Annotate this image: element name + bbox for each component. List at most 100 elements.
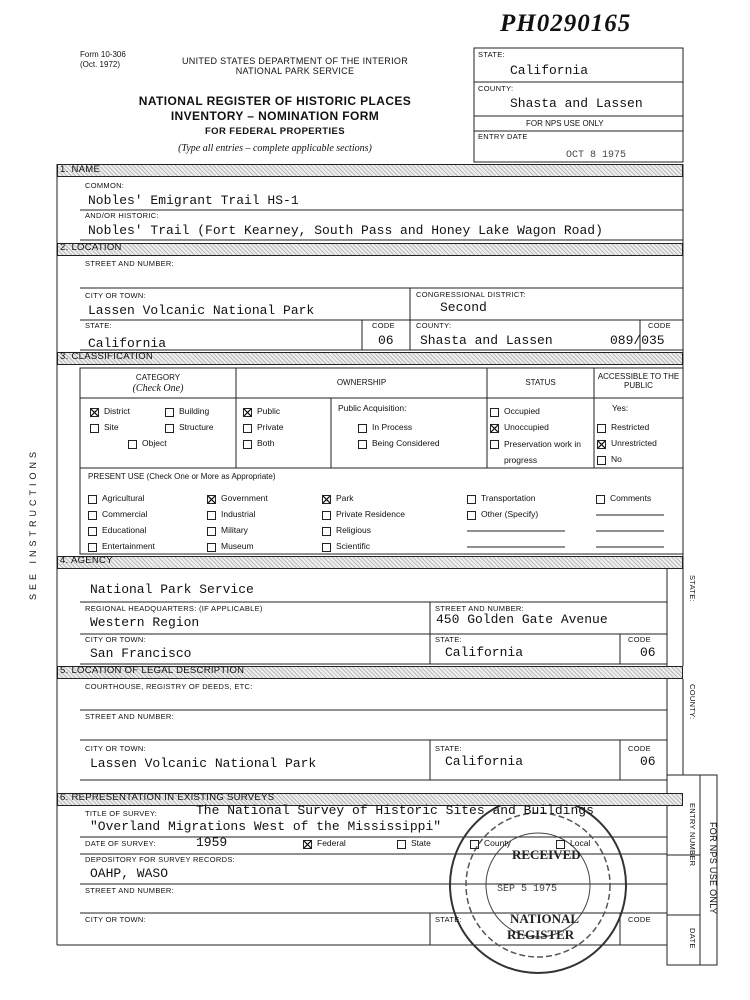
section-bar <box>57 793 683 806</box>
check-mark <box>208 496 215 503</box>
field-value: 06 <box>640 645 656 660</box>
checkbox <box>207 543 216 552</box>
field-value: Western Region <box>90 615 200 630</box>
checkbox-label: State <box>411 838 431 848</box>
handwritten-date: OCT 8 1975 <box>566 150 627 161</box>
side-label: FOR NPS USE ONLY <box>708 822 718 915</box>
field-value: Shasta and Lassen <box>510 96 643 111</box>
checkbox-label: Building <box>179 406 210 416</box>
stamp-text: NATIONAL <box>510 911 580 926</box>
checkbox <box>322 511 331 520</box>
checkbox-label: Occupied <box>504 406 540 416</box>
checkbox-label: Other (Specify) <box>481 509 539 519</box>
checkbox-label: Scientific <box>336 541 371 551</box>
checkbox <box>490 408 499 417</box>
field-label: CODE <box>628 635 651 644</box>
check-stroke <box>244 409 251 416</box>
checkbox-label: Structure <box>179 422 214 432</box>
checkbox <box>207 527 216 536</box>
checkbox-label: Park <box>336 493 354 503</box>
check-stroke <box>304 841 311 848</box>
field-label: STREET AND NUMBER: <box>435 604 525 613</box>
checkbox <box>165 408 174 417</box>
checkbox <box>467 495 476 504</box>
checkbox-label: Local <box>570 838 591 848</box>
field-label: CITY OR TOWN: <box>85 915 146 924</box>
checkbox-label: Object <box>142 438 167 448</box>
field-label: STATE: <box>435 744 462 753</box>
checkbox-label: Museum <box>221 541 254 551</box>
check-mark <box>323 496 330 503</box>
check-mark <box>598 441 605 448</box>
checkbox-label: Private <box>257 422 284 432</box>
field-value: National Park Service <box>90 582 254 597</box>
checkbox <box>470 840 479 849</box>
check-stroke <box>208 496 215 503</box>
checkbox-label: Military <box>221 525 248 535</box>
stamp-text: REGISTER <box>507 927 575 942</box>
form-title: INVENTORY – NOMINATION FORM <box>170 109 380 123</box>
checkbox <box>322 495 331 504</box>
checkbox-label: Public <box>257 406 281 416</box>
field-label: STREET AND NUMBER: <box>85 259 175 268</box>
service: NATIONAL PARK SERVICE <box>235 66 355 76</box>
field-value: Second <box>440 300 487 315</box>
stamp-text: RECEIVED <box>512 847 581 862</box>
section-heading: 1. NAME <box>60 164 101 175</box>
field-value: OAHP, WASO <box>90 866 169 881</box>
checkbox <box>597 456 606 465</box>
field-value: "Overland Migrations West of the Mississ… <box>90 819 442 834</box>
field-value: Lassen Volcanic National Park <box>88 303 315 318</box>
column-note: (Check One) <box>132 383 184 394</box>
checkbox <box>490 424 499 433</box>
field-label: CITY OR TOWN: <box>85 635 146 644</box>
field-value: California <box>510 63 589 78</box>
field-label: STREET AND NUMBER: <box>85 712 175 721</box>
section-bar <box>57 352 683 365</box>
side-label: STATE: <box>688 575 697 602</box>
checkbox-label: Federal <box>317 838 346 848</box>
checkbox-label: Educational <box>102 525 147 535</box>
checkbox <box>303 840 312 849</box>
checkbox-label: Private Residence <box>336 509 405 519</box>
checkbox <box>88 527 97 536</box>
field-value: The National Survey of Historic Sites an… <box>196 803 594 818</box>
column-header: ACCESSIBLE TO THE PUBLIC <box>597 372 680 391</box>
checkbox <box>128 440 137 449</box>
control-number: PH0290165 <box>500 10 632 37</box>
checkbox <box>90 408 99 417</box>
check-stroke <box>598 441 605 448</box>
field-value: Shasta and Lassen <box>420 333 553 348</box>
side-label: COUNTY: <box>688 684 697 720</box>
checkbox <box>397 840 406 849</box>
section-heading: 4. AGENCY <box>60 555 113 566</box>
checkbox <box>597 424 606 433</box>
field-label: REGIONAL HEADQUARTERS: (If applicable) <box>85 604 263 613</box>
checkbox <box>88 511 97 520</box>
field-label: Public Acquisition: <box>338 403 407 413</box>
column-header: OWNERSHIP <box>336 378 387 387</box>
field-label: STATE: <box>85 321 112 330</box>
checkbox-label: Transportation <box>481 493 536 503</box>
field-label: COURTHOUSE, REGISTRY OF DEEDS, ETC: <box>85 682 253 691</box>
checkbox <box>90 424 99 433</box>
checkbox <box>88 495 97 504</box>
column-header: STATUS <box>525 378 556 387</box>
field-label: FOR NPS USE ONLY <box>526 119 604 128</box>
field-value: Lassen Volcanic National Park <box>90 756 317 771</box>
checkbox-label: Restricted <box>611 422 650 432</box>
stamp-date: SEP 5 1975 <box>497 884 558 895</box>
field-label: CITY OR TOWN: <box>85 291 146 300</box>
checkbox <box>358 440 367 449</box>
form-title: NATIONAL REGISTER OF HISTORIC PLACES <box>138 94 412 108</box>
field-label: CITY OR TOWN: <box>85 744 146 753</box>
section-heading: 2. LOCATION <box>60 242 122 253</box>
section-heading: 6. REPRESENTATION IN EXISTING SURVEYS <box>60 792 275 803</box>
checkbox <box>358 424 367 433</box>
checkbox <box>165 424 174 433</box>
field-label: CODE <box>372 321 395 330</box>
checkbox <box>597 440 606 449</box>
field-value: 089/035 <box>610 333 665 348</box>
field-label: Yes: <box>612 403 629 413</box>
